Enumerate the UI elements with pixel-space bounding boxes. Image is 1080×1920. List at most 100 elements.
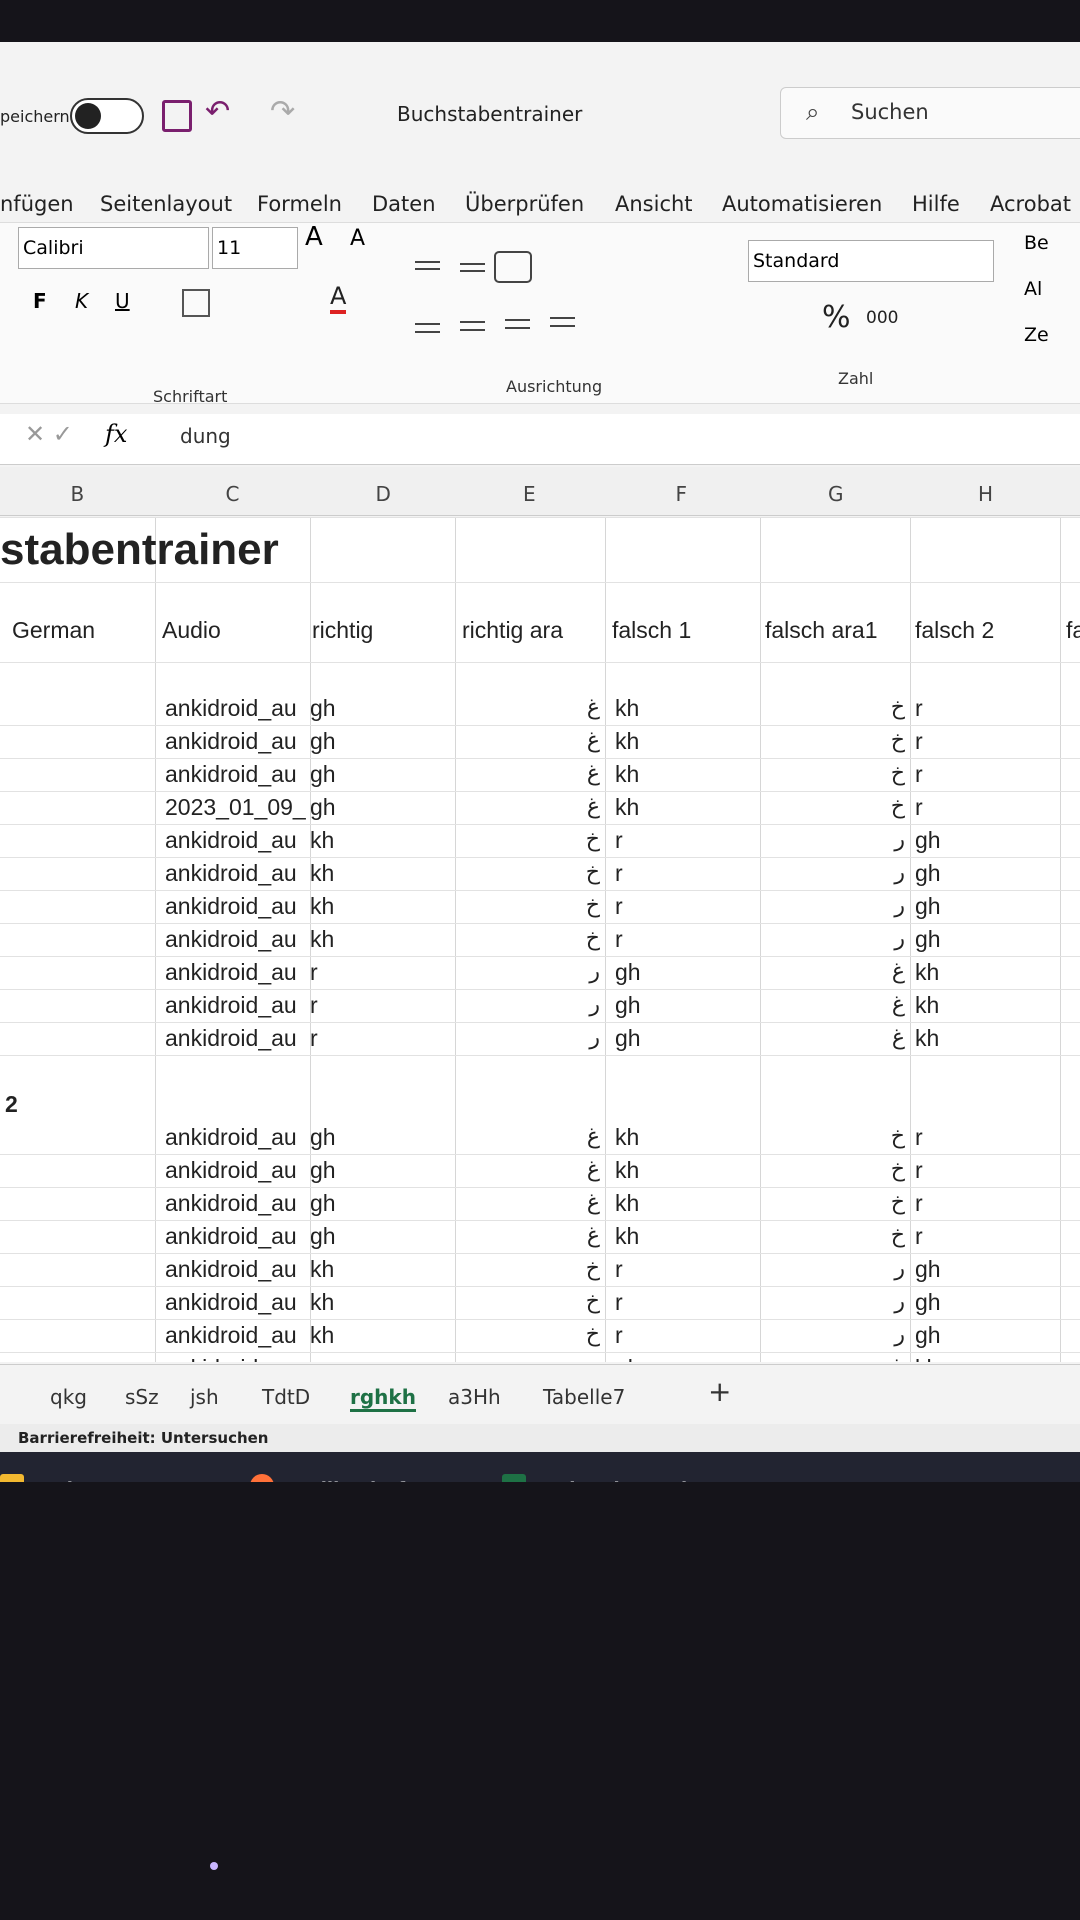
border-button[interactable] xyxy=(182,289,210,317)
cell: ankidroid_au xyxy=(165,1223,297,1249)
menu-tab[interactable]: Acrobat xyxy=(990,192,1071,216)
italic-button[interactable]: K xyxy=(75,289,89,313)
row-line xyxy=(0,662,1080,663)
cell: r xyxy=(310,1355,318,1362)
style-2[interactable]: Al xyxy=(1024,278,1043,300)
fx-button[interactable]: fx xyxy=(105,420,128,448)
underline-button[interactable]: U xyxy=(115,289,130,313)
cell: r xyxy=(915,794,923,820)
column-title: Audio xyxy=(162,617,221,643)
sheet-tab[interactable]: sSz xyxy=(125,1385,159,1409)
cell: kh xyxy=(615,1223,640,1249)
font-color-button[interactable]: A xyxy=(330,282,347,314)
style-1[interactable]: Be xyxy=(1024,232,1049,254)
number-format[interactable]: Standard xyxy=(748,240,994,282)
menu-tab[interactable]: Hilfe xyxy=(912,192,960,216)
status-text[interactable]: Barrierefreiheit: Untersuchen xyxy=(18,1429,269,1447)
sheet-tab-bar xyxy=(0,1364,1080,1425)
taskbar-item[interactable]: Buchstabentrainer -... xyxy=(532,1479,755,1482)
cancel-icon[interactable]: ✕ ✓ xyxy=(25,420,73,448)
font-size[interactable]: 11 xyxy=(212,227,298,269)
taskbar-icon xyxy=(250,1474,274,1482)
cell: خ xyxy=(890,1124,905,1149)
menu-tab[interactable]: Ansicht xyxy=(615,192,693,216)
cell: ر xyxy=(894,860,905,885)
cell: r xyxy=(615,1322,623,1348)
row-line xyxy=(0,890,1080,891)
sheet-tab[interactable]: rghkh xyxy=(350,1385,416,1412)
sheet-tab[interactable]: jsh xyxy=(190,1385,219,1409)
cell: خ xyxy=(585,1256,600,1281)
menu-tab[interactable]: Automatisieren xyxy=(722,192,883,216)
cell: r xyxy=(915,1124,923,1150)
cell: kh xyxy=(615,1157,640,1183)
cell: gh xyxy=(310,761,336,787)
cell: ر xyxy=(589,992,600,1017)
font-name[interactable]: Calibri xyxy=(18,227,209,269)
column-title: falsch ara1 xyxy=(765,617,878,643)
menu-tab[interactable]: Seitenlayout xyxy=(100,192,233,216)
formula-content[interactable]: dung xyxy=(180,424,231,448)
thousands-button[interactable]: 000 xyxy=(866,308,899,328)
save-icon[interactable] xyxy=(162,100,192,132)
cell: خ xyxy=(890,761,905,786)
taskbar-item[interactable]: Mozilla Firefox xyxy=(280,1479,429,1482)
cell: ankidroid_au xyxy=(165,1190,297,1216)
sheet-tab[interactable]: Tabelle7 xyxy=(543,1385,626,1409)
autosave-label: peichern xyxy=(0,107,70,126)
cell: kh xyxy=(310,1289,335,1315)
cell: 2023_01_09_ xyxy=(165,794,306,820)
cell: غ xyxy=(586,1190,600,1215)
column-header: H xyxy=(978,482,994,506)
column-header: B xyxy=(70,482,85,506)
add-sheet[interactable]: + xyxy=(708,1375,732,1408)
taskbar-icon xyxy=(502,1474,526,1482)
cell: r xyxy=(915,695,923,721)
cell: kh xyxy=(915,1025,940,1051)
cell: خ xyxy=(890,1223,905,1248)
taskbar-item[interactable]: Explorer xyxy=(30,1479,115,1482)
row-line xyxy=(0,1187,1080,1188)
cell: r xyxy=(915,728,923,754)
menu-tab[interactable]: nfügen xyxy=(0,192,74,216)
cell: ر xyxy=(589,959,600,984)
row-line xyxy=(0,791,1080,792)
cell: ankidroid_au xyxy=(165,893,297,919)
menu-tab[interactable]: Überprüfen xyxy=(465,192,585,216)
cell: gh xyxy=(915,1322,941,1348)
menu-tab[interactable]: Daten xyxy=(372,192,436,216)
row-line xyxy=(0,725,1080,726)
search-box[interactable]: ⌕ Suchen xyxy=(780,87,1080,139)
search-label: Suchen xyxy=(851,100,929,124)
column-line xyxy=(155,517,156,1362)
cell: gh xyxy=(615,959,641,985)
toggle-knob xyxy=(75,103,101,129)
sheet-title: stabentrainer xyxy=(0,525,279,574)
bold-button[interactable]: F xyxy=(33,289,47,313)
menu-tab[interactable]: Formeln xyxy=(257,192,342,216)
row-line xyxy=(0,1352,1080,1353)
sheet-tab[interactable]: a3Hh xyxy=(448,1385,501,1409)
cell: خ xyxy=(890,1190,905,1215)
indicator-light xyxy=(210,1862,218,1870)
document-title[interactable]: Buchstabentrainer xyxy=(397,102,583,126)
sheet-tab[interactable]: qkg xyxy=(50,1385,87,1409)
percent-button[interactable]: % xyxy=(822,300,851,335)
autosave-toggle[interactable] xyxy=(70,98,144,134)
search-icon: ⌕ xyxy=(806,98,820,126)
cell: r xyxy=(310,992,318,1018)
cell: kh xyxy=(310,1322,335,1348)
sheet-tab[interactable]: TdtD xyxy=(262,1385,311,1409)
row-line xyxy=(0,1154,1080,1155)
cell: ر xyxy=(894,1322,905,1347)
cell: خ xyxy=(585,827,600,852)
style-3[interactable]: Ze xyxy=(1024,324,1049,346)
undo-icon[interactable]: ↶ xyxy=(205,94,231,129)
grow-font[interactable]: A xyxy=(305,222,323,252)
redo-icon[interactable]: ↷ xyxy=(270,94,296,129)
shrink-font[interactable]: A xyxy=(350,226,366,251)
row-line xyxy=(0,1022,1080,1023)
taskbar-icon xyxy=(0,1474,24,1482)
cell: خ xyxy=(585,860,600,885)
